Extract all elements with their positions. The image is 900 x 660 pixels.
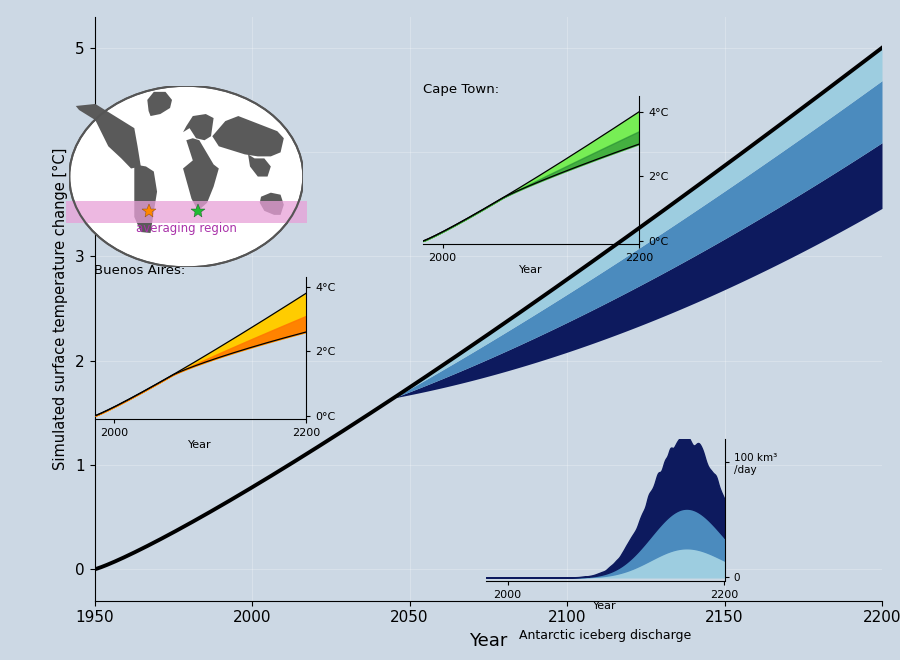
Text: Cape Town:: Cape Town: (423, 82, 500, 96)
X-axis label: Year: Year (469, 632, 508, 650)
Y-axis label: Simulated surface temperature change [°C]: Simulated surface temperature change [°C… (53, 147, 68, 470)
X-axis label: Year: Year (519, 265, 543, 275)
Polygon shape (134, 164, 158, 233)
Bar (66, 201, 307, 223)
X-axis label: Year: Year (593, 601, 617, 611)
Polygon shape (183, 138, 219, 211)
Polygon shape (212, 116, 284, 156)
Text: Antarctic iceberg discharge: Antarctic iceberg discharge (519, 629, 691, 642)
X-axis label: Year: Year (188, 440, 212, 449)
Polygon shape (148, 92, 172, 116)
Polygon shape (248, 154, 271, 176)
Polygon shape (183, 114, 213, 141)
Text: Buenos Aires:: Buenos Aires: (94, 264, 185, 277)
Polygon shape (260, 193, 284, 215)
Ellipse shape (69, 86, 303, 267)
Text: averaging region: averaging region (136, 222, 237, 236)
Polygon shape (76, 104, 140, 168)
